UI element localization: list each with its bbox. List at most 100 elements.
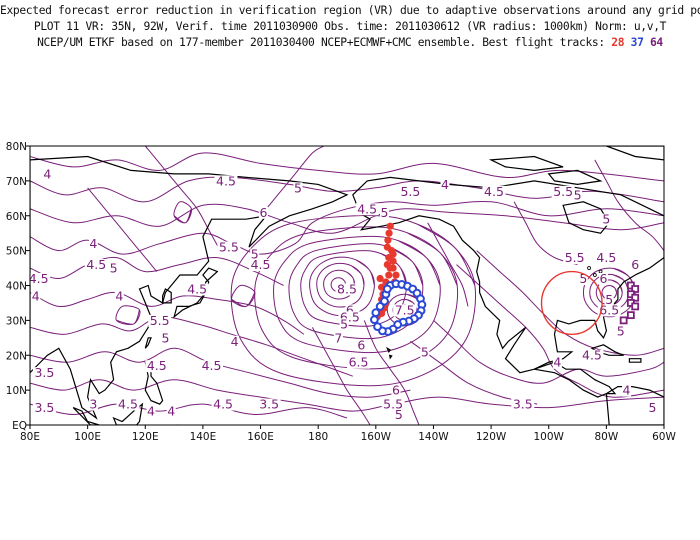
- lon-label: 100W: [534, 431, 565, 443]
- contour-label-bg: [250, 248, 260, 261]
- contour-label-bg: [230, 335, 240, 348]
- contour-label-bg: [32, 402, 56, 415]
- track-28-point: [389, 250, 397, 258]
- lon-label: 180: [308, 431, 328, 443]
- lon-label: 140W: [418, 431, 449, 443]
- contour-label: 4.5: [251, 257, 271, 272]
- coastline: [162, 288, 172, 304]
- contour-label-bg: [345, 304, 355, 317]
- contour-label-bg: [339, 318, 349, 331]
- coastline: [386, 346, 392, 353]
- contour-line: [231, 284, 256, 308]
- flight-tracks: [369, 222, 640, 336]
- contour-label: 6.5: [349, 355, 369, 370]
- contour-label: 4: [623, 383, 631, 398]
- contour-label: 4.5: [118, 397, 138, 412]
- contour-label: 5: [110, 261, 118, 276]
- contour-line: [456, 264, 664, 398]
- contour-label: 4: [167, 404, 175, 419]
- contour-label-bg: [622, 384, 632, 397]
- contour-label: 5: [617, 323, 625, 338]
- contour-line: [595, 279, 623, 306]
- contour-line: [476, 250, 664, 356]
- title-line-1: Expected forecast error reduction in ver…: [0, 4, 700, 17]
- track-28-point: [386, 222, 394, 230]
- contour-label: 4.5: [582, 348, 602, 363]
- contour-label: 5: [648, 400, 656, 415]
- lon-label: 60W: [652, 431, 676, 443]
- contour-label-bg: [511, 398, 535, 411]
- coastline: [534, 361, 617, 398]
- contour-label-bg: [347, 356, 371, 369]
- contour-line: [433, 320, 664, 384]
- contour-label: 4.5: [29, 271, 49, 286]
- contour-label: 3.5: [34, 400, 54, 415]
- lat-label: 60N: [6, 211, 27, 223]
- track-37-point: [380, 296, 389, 306]
- contour-label-bg: [166, 405, 176, 418]
- contour-label-bg: [398, 185, 422, 198]
- contour-label: 4: [441, 177, 449, 192]
- contour-label: 6: [600, 271, 608, 286]
- track-64-point: [631, 293, 640, 302]
- coastline: [173, 267, 219, 319]
- lat-label: 50N: [6, 246, 27, 258]
- contour-label: 6: [346, 302, 354, 317]
- contour-label-bg: [578, 273, 588, 286]
- contour-label: 6: [631, 257, 639, 272]
- contour-line: [427, 222, 469, 307]
- lon-label: 120W: [476, 431, 507, 443]
- lake-marker: [592, 273, 597, 277]
- contour-label: 5.5: [565, 250, 585, 265]
- contour-label-bg: [84, 259, 108, 272]
- contour-label-bg: [580, 349, 604, 362]
- contour-line: [30, 176, 664, 203]
- contour-label: 4.5: [216, 173, 236, 188]
- track-64-point: [631, 302, 640, 311]
- contour-line: [594, 159, 664, 251]
- contour-label-bg: [355, 203, 379, 216]
- map-axes: 80E 100E 120E 140E 160E 180 160W 140W 120W 100W 80…: [6, 141, 677, 443]
- contour-label-bg: [258, 206, 268, 219]
- contour-label: 5: [395, 407, 403, 422]
- contour-line: [173, 201, 193, 224]
- contour-label: 5.5: [219, 240, 239, 255]
- contour-label: 6.5: [599, 302, 619, 317]
- contour-line: [30, 256, 284, 286]
- contour-label: 6: [357, 337, 365, 352]
- contour-label-bg: [31, 290, 41, 303]
- contour-line: [311, 327, 371, 425]
- contour-label: 5: [602, 212, 610, 227]
- contour-label-bg: [185, 283, 209, 296]
- contour-label: 4.5: [213, 397, 233, 412]
- coastline: [112, 402, 144, 425]
- lake-marker: [587, 266, 591, 270]
- contour-label-bg: [563, 252, 587, 265]
- contour-line: [30, 203, 664, 234]
- contour-label: 4: [89, 236, 97, 251]
- contour-line: [144, 146, 221, 251]
- contour-label: 7: [334, 330, 342, 345]
- contour-line: [410, 340, 538, 405]
- verification-region-circle: [540, 270, 603, 336]
- lon-label: 100E: [74, 431, 101, 443]
- lon-label: 80W: [594, 431, 618, 443]
- contour-label-bg: [335, 283, 359, 296]
- contour-label-bg: [379, 206, 389, 219]
- contour-label: 6: [392, 383, 400, 398]
- lat-label: 20N: [6, 350, 27, 362]
- contour-label-bg: [148, 314, 172, 327]
- contour-label-bg: [597, 304, 621, 317]
- flight-track-label-3: 64: [649, 36, 663, 49]
- contour-label: 3.5: [259, 397, 279, 412]
- lat-label: 80N: [6, 141, 27, 153]
- contour-label: 4.5: [484, 184, 504, 199]
- contour-label-bg: [552, 356, 562, 369]
- track-28-point: [376, 274, 384, 283]
- contour-line: [254, 226, 459, 370]
- track-28-point: [385, 271, 393, 279]
- contour-label: 5: [605, 292, 613, 307]
- contour-label-bg: [394, 409, 404, 422]
- title-line-2: PLOT 11 VR: 35N, 92W, Verif. time 201103…: [33, 20, 667, 33]
